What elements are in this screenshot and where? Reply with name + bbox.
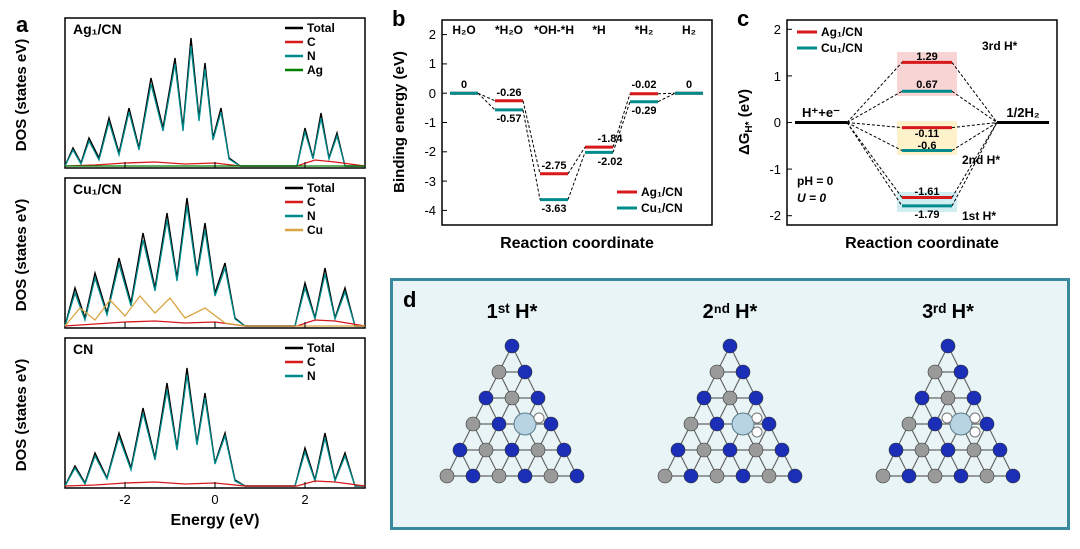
cond-ph: pH = 0 (797, 174, 834, 188)
svg-text:Total: Total (307, 181, 335, 195)
svg-text:2: 2 (301, 492, 308, 507)
svg-text:0.67: 0.67 (916, 79, 937, 91)
svg-text:*H₂O: *H₂O (495, 23, 523, 37)
svg-text:-1: -1 (769, 162, 781, 177)
mol-3rd: 3ʳᵈ H* (858, 301, 1038, 508)
mol-svg-1 (422, 328, 602, 503)
subpanel-title-ag: Ag₁/CN (73, 21, 122, 37)
mol-2nd-title: 2ⁿᵈ H* (640, 301, 820, 324)
svg-text:N: N (307, 369, 316, 383)
svg-text:N: N (307, 209, 316, 223)
svg-text:-2: -2 (119, 492, 131, 507)
svg-text:-1: -1 (424, 115, 436, 130)
panel-b-label: b (392, 6, 405, 32)
end-right: 1/2H₂ (1006, 105, 1039, 120)
svg-text:-2.02: -2.02 (597, 156, 622, 168)
panel-b-svg: 2 1 0 -1 -2 -3 -4 H₂O *H₂O *OH-*H (390, 10, 725, 270)
svg-text:-2: -2 (769, 208, 781, 223)
svg-text:Cu₁/CN: Cu₁/CN (641, 201, 683, 215)
svg-text:*OH-*H: *OH-*H (534, 23, 574, 37)
panel-d: d 1ˢᵗ H* 2ⁿᵈ H* 3ʳᵈ H* (390, 278, 1070, 530)
svg-text:Ag: Ag (307, 63, 323, 77)
svg-text:Total: Total (307, 21, 335, 35)
svg-text:1: 1 (429, 56, 436, 71)
svg-text:2nd H*: 2nd H* (962, 153, 1000, 167)
ylabel-3: DOS (states eV) (13, 359, 30, 472)
svg-text:0: 0 (211, 492, 218, 507)
svg-text:-1.84: -1.84 (597, 133, 623, 145)
svg-text:1.29: 1.29 (916, 51, 937, 63)
svg-text:Total: Total (307, 341, 335, 355)
svg-text:-3.63: -3.63 (541, 203, 566, 215)
svg-text:-0.6: -0.6 (918, 140, 937, 152)
svg-text:-1.79: -1.79 (914, 209, 939, 221)
svg-text:Ag₁/CN: Ag₁/CN (641, 185, 683, 199)
svg-text:-2: -2 (424, 144, 436, 159)
subpanel-title-cn: CN (73, 341, 93, 357)
panel-d-label: d (403, 287, 416, 313)
svg-text:3rd H*: 3rd H* (982, 39, 1018, 53)
step-h2o: H₂O (452, 23, 475, 37)
figure-container: a Ag₁/CN DOS (states eV) Total C N (10, 10, 1070, 539)
mol-2nd: 2ⁿᵈ H* (640, 301, 820, 508)
panel-c-svg: 2 1 0 -1 -2 (735, 10, 1070, 270)
svg-text:N: N (307, 49, 316, 63)
svg-text:Cu₁/CN: Cu₁/CN (821, 41, 863, 55)
mol-1st: 1ˢᵗ H* (422, 301, 602, 508)
top-row: b 2 1 0 -1 -2 -3 -4 (390, 10, 1070, 270)
svg-text:C: C (307, 355, 316, 369)
svg-text:-3: -3 (424, 174, 436, 189)
svg-text:1: 1 (774, 69, 781, 84)
svg-text:0: 0 (774, 115, 781, 130)
svg-text:C: C (307, 35, 316, 49)
mol-svg-3 (858, 328, 1038, 503)
svg-text:-0.02: -0.02 (631, 79, 656, 91)
val-h2: 0 (686, 79, 692, 91)
svg-text:*H: *H (592, 23, 605, 37)
svg-text:2: 2 (429, 27, 436, 42)
subpanel-title-cu: Cu₁/CN (73, 181, 122, 197)
svg-text:2: 2 (774, 22, 781, 37)
svg-text:*H₂: *H₂ (635, 23, 654, 37)
svg-text:-0.11: -0.11 (915, 128, 939, 140)
svg-text:-0.26: -0.26 (496, 87, 521, 99)
ylabel-1: DOS (states eV) (13, 39, 30, 152)
panel-a: a Ag₁/CN DOS (states eV) Total C N (10, 10, 380, 530)
cond-u: U = 0 (797, 191, 826, 205)
svg-text:-1.61: -1.61 (914, 186, 939, 198)
panel-c-ylabel: ΔGH* (eV) (736, 89, 755, 155)
panel-a-label: a (16, 12, 28, 38)
right-column: b 2 1 0 -1 -2 -3 -4 (390, 10, 1070, 530)
svg-text:-0.57: -0.57 (496, 113, 521, 125)
ylabel-2: DOS (states eV) (13, 199, 30, 312)
panel-a-xlabel: Energy (eV) (171, 512, 260, 529)
svg-text:-4: -4 (424, 203, 436, 218)
val-h2o: 0 (461, 79, 467, 91)
svg-text:Ag₁/CN: Ag₁/CN (821, 25, 863, 39)
end-left: H⁺+e⁻ (802, 105, 840, 120)
svg-text:-0.29: -0.29 (631, 105, 656, 117)
panel-b-ylabel: Binding energy (eV) (391, 51, 408, 193)
panel-c: c 2 1 0 -1 -2 (735, 10, 1070, 270)
panel-a-svg: Ag₁/CN DOS (states eV) Total C N Ag Cu₁/… (10, 10, 380, 530)
svg-text:0: 0 (429, 86, 436, 101)
mol-1st-title: 1ˢᵗ H* (422, 301, 602, 324)
mol-svg-2 (640, 328, 820, 503)
panel-c-label: c (737, 6, 749, 32)
mol-3rd-title: 3ʳᵈ H* (858, 301, 1038, 324)
svg-text:1st H*: 1st H* (962, 209, 996, 223)
svg-text:Cu: Cu (307, 223, 323, 237)
panel-b: b 2 1 0 -1 -2 -3 -4 (390, 10, 725, 270)
panel-c-xlabel: Reaction coordinate (845, 235, 999, 252)
panel-b-xlabel: Reaction coordinate (500, 235, 654, 252)
svg-text:C: C (307, 195, 316, 209)
svg-text:-2.75: -2.75 (541, 160, 566, 172)
svg-text:H₂: H₂ (682, 23, 696, 37)
